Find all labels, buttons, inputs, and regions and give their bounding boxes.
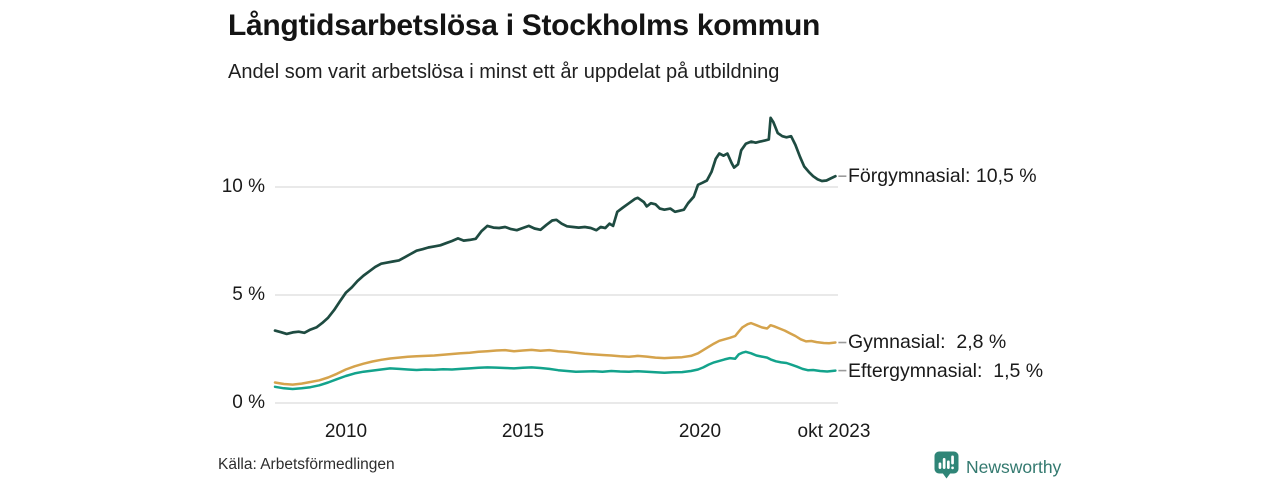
series-line-gymnasial (273, 321, 837, 386)
brand-logo: Newsworthy (934, 451, 1061, 480)
x-tick-label-okt-2023: okt 2023 (797, 421, 871, 442)
y-tick-label-10: 10 % (221, 176, 265, 197)
series-label-eftergymnasial: Eftergymnasial: 1,5 % (848, 360, 1044, 382)
series-line-förgymnasial (273, 116, 837, 336)
series-line-eftergymnasial (273, 350, 837, 391)
x-tick-label-2015: 2015 (501, 421, 545, 442)
brand-name: Newsworthy (966, 457, 1062, 477)
series-label-gymnasial: Gymnasial: 2,8 % (848, 331, 1007, 353)
y-tick-label-5: 5 % (232, 284, 265, 305)
newsworthy-icon (934, 451, 959, 480)
source-note: Källa: Arbetsförmedlingen (218, 456, 395, 473)
x-tick-label-2010: 2010 (324, 421, 368, 442)
series-label-forgymnasial: Förgymnasial: 10,5 % (848, 165, 1037, 187)
page-title: Långtidsarbetslösa i Stockholms kommun (228, 9, 821, 42)
x-tick-label-2020: 2020 (678, 421, 722, 442)
y-tick-label-0: 0 % (232, 392, 265, 413)
chart-subtitle: Andel som varit arbetslösa i minst ett å… (228, 61, 780, 83)
